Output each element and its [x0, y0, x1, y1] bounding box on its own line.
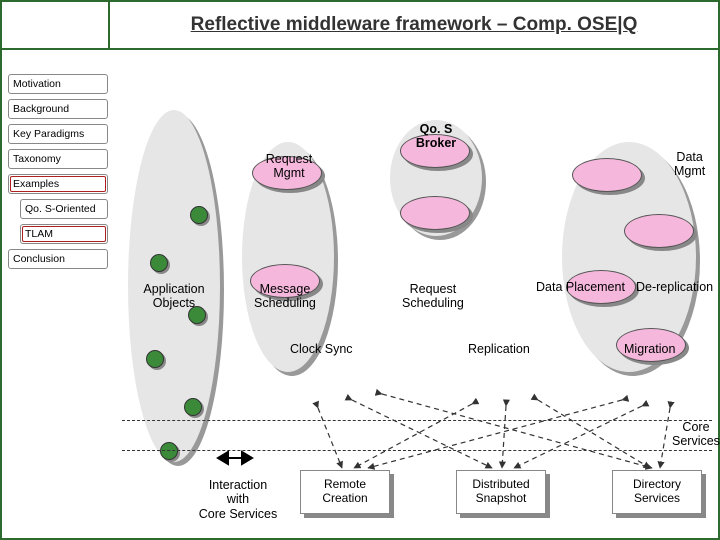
label-replication: Replication	[468, 342, 530, 356]
component-oval	[400, 196, 470, 230]
label-migration: Migration	[624, 342, 675, 356]
service-box-dist-snapshot: DistributedSnapshot	[456, 470, 546, 514]
label-interaction: InteractionwithCore Services	[188, 478, 288, 521]
slide-frame: Reflective middleware framework – Comp. …	[0, 0, 720, 540]
divider-dashed	[122, 420, 712, 421]
nav-item-key-paradigms[interactable]: Key Paradigms	[8, 124, 108, 144]
label-req-sched: RequestScheduling	[402, 282, 464, 311]
title-bar: Reflective middleware framework – Comp. …	[2, 2, 718, 50]
app-object-dot	[184, 398, 202, 416]
title-left-cell	[2, 2, 110, 48]
nav-item-motivation[interactable]: Motivation	[8, 74, 108, 94]
divider-dashed	[122, 450, 712, 451]
slide-title: Reflective middleware framework – Comp. …	[110, 2, 718, 48]
label-qos-broker: Qo. SBroker	[400, 122, 472, 151]
nav-item-taxonomy[interactable]: Taxonomy	[8, 149, 108, 169]
nav-item-examples[interactable]: Examples	[8, 174, 108, 194]
nav-item-qo-s-oriented[interactable]: Qo. S-Oriented	[20, 199, 108, 219]
service-box-dir-services: DirectoryServices	[612, 470, 702, 514]
component-oval	[572, 158, 642, 192]
content-area: Motivation Background Key Paradigms Taxonom…	[2, 50, 718, 538]
label-msg-sched: MessageScheduling	[254, 282, 316, 311]
app-object-dot	[146, 350, 164, 368]
app-object-dot	[160, 442, 178, 460]
service-box-remote-creation: RemoteCreation	[300, 470, 390, 514]
label-app-objects: ApplicationObjects	[126, 282, 222, 311]
label-request-mgmt: RequestMgmt	[254, 152, 324, 181]
nav-item-conclusion[interactable]: Conclusion	[8, 249, 108, 269]
label-core-services: CoreServices	[672, 420, 720, 449]
label-clock-sync: Clock Sync	[290, 342, 353, 356]
label-data-placement: Data Placement	[536, 280, 625, 294]
app-object-dot	[190, 206, 208, 224]
label-data-mgmt: DataMgmt	[674, 150, 705, 179]
label-dereplication: De-replication	[636, 280, 713, 294]
nav-item-background[interactable]: Background	[8, 99, 108, 119]
nav-item-tlam[interactable]: TLAM	[20, 224, 108, 244]
component-oval	[624, 214, 694, 248]
nav-column: Motivation Background Key Paradigms Taxonom…	[8, 74, 108, 269]
app-object-dot	[150, 254, 168, 272]
